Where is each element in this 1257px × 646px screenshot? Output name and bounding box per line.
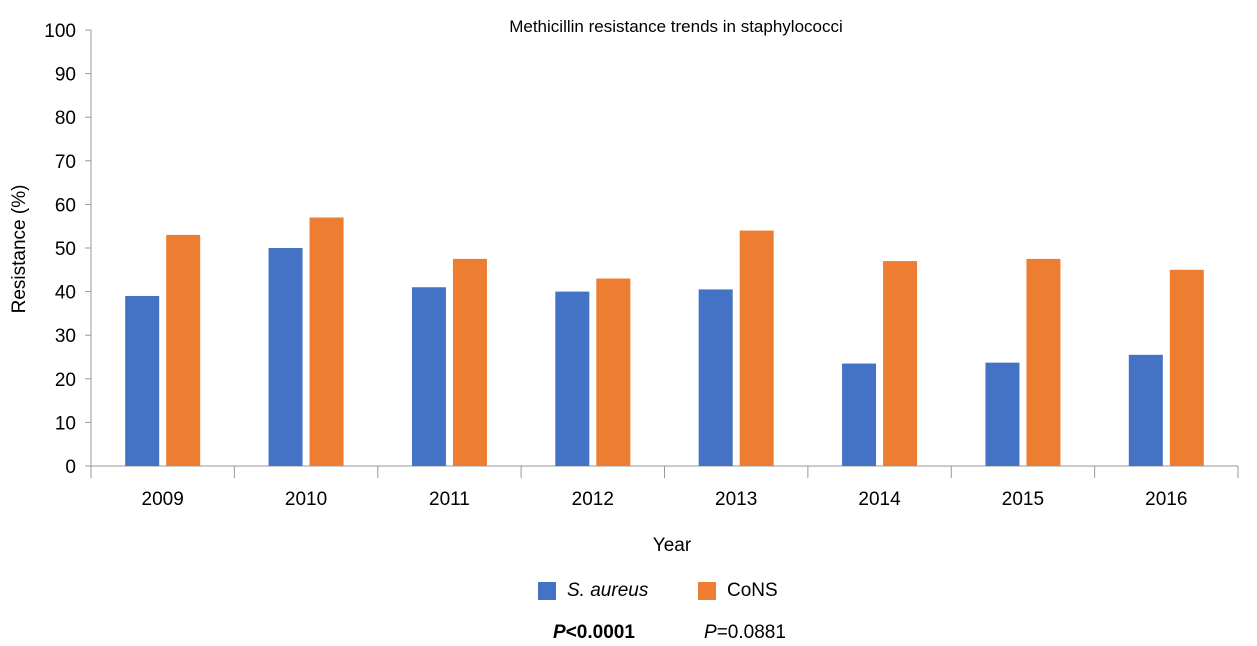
p-value-cons: P=0.0881 xyxy=(704,622,786,644)
bar-s-aureus-2010 xyxy=(268,248,303,466)
legend-label-cons: CoNS xyxy=(727,580,778,601)
x-tick-label: 2016 xyxy=(1145,489,1187,510)
bar-cons-2011 xyxy=(452,258,487,466)
bar-cons-2016 xyxy=(1169,269,1204,466)
y-tick-label: 40 xyxy=(55,283,76,304)
p-value: =0.0881 xyxy=(716,622,786,643)
y-tick-label: 0 xyxy=(65,457,76,478)
bar-cons-2012 xyxy=(596,278,631,466)
x-tick-label: 2014 xyxy=(858,489,901,510)
p-symbol: P xyxy=(704,622,717,643)
bar-s-aureus-2016 xyxy=(1128,354,1163,466)
legend-item-cons: CoNS xyxy=(698,576,778,606)
y-tick-label: 100 xyxy=(44,21,76,42)
chart-title: Methicillin resistance trends in staphyl… xyxy=(509,17,843,36)
bar-cons-2013 xyxy=(739,230,774,466)
bar-s-aureus-2011 xyxy=(411,287,446,466)
x-axis: 2009 2010 2011 2012 2013 2014 2015 2016 xyxy=(85,465,1239,510)
x-axis-label: Year xyxy=(653,535,692,556)
y-tick-label: 50 xyxy=(55,239,76,260)
y-axis: 0 10 20 30 40 50 60 70 80 90 100 xyxy=(44,21,92,478)
y-tick-label: 60 xyxy=(55,195,76,216)
y-tick-label: 10 xyxy=(55,413,76,434)
x-tick-label: 2015 xyxy=(1002,489,1044,510)
bar-s-aureus-2013 xyxy=(698,289,733,466)
p-value: <0.0001 xyxy=(565,622,635,643)
x-tick-label: 2012 xyxy=(572,489,614,510)
bar-s-aureus-2009 xyxy=(125,295,160,466)
bar-s-aureus-2012 xyxy=(555,291,590,466)
y-tick-label: 90 xyxy=(55,65,76,86)
bar-cons-2009 xyxy=(166,234,201,466)
y-tick-label: 20 xyxy=(55,370,76,391)
bars xyxy=(125,217,1204,466)
bar-s-aureus-2015 xyxy=(985,362,1020,466)
legend-swatch-s-aureus xyxy=(538,582,556,600)
legend-item-s-aureus: S. aureus xyxy=(538,576,648,606)
legend: S. aureus CoNS xyxy=(0,576,1257,606)
bar-cons-2010 xyxy=(309,217,344,466)
y-tick-label: 80 xyxy=(55,108,76,129)
legend-label-s-aureus: S. aureus xyxy=(567,580,649,601)
y-tick-label: 30 xyxy=(55,326,76,347)
x-tick-label: 2013 xyxy=(715,489,757,510)
x-tick-label: 2010 xyxy=(285,489,327,510)
bar-cons-2015 xyxy=(1026,258,1061,466)
p-value-s-aureus: P<0.0001 xyxy=(553,622,635,644)
y-tick-label: 70 xyxy=(55,152,76,173)
bar-cons-2014 xyxy=(883,261,918,466)
y-axis-label: Resistance (%) xyxy=(9,185,30,314)
bar-s-aureus-2014 xyxy=(842,363,877,466)
legend-swatch-cons xyxy=(698,582,716,600)
x-tick-label: 2011 xyxy=(429,489,470,510)
p-symbol: P xyxy=(553,622,566,643)
x-tick-label: 2009 xyxy=(142,489,184,510)
